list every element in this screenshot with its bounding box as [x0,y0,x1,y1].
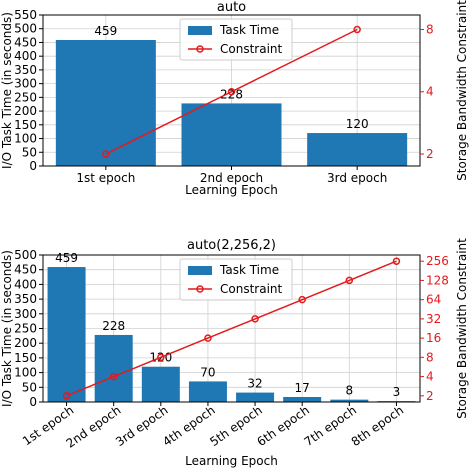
y-tick-label: 150 [14,118,37,132]
y-tick-label: 300 [14,307,37,321]
y2-tick-label: 32 [426,312,441,326]
y2-tick-label: 4 [426,85,434,99]
data-label: 8 [345,384,353,398]
x-tick-label: 1st epoch [76,171,135,185]
x-tick-label: 3rd epoch [327,171,387,185]
constraint-point [353,25,361,34]
y-axis-label: I/O Task Time (in seconds) [0,12,14,169]
y2-tick-label: 2 [426,389,434,403]
constraint-point [62,392,71,400]
x-axis-label: Learning Epoch [185,454,278,468]
y-axis-label: I/O Task Time (in seconds) [0,250,14,407]
constraint-point [204,334,212,342]
y-tick-label: 450 [14,263,37,277]
y-tick-label: 350 [14,292,37,306]
y2-tick-label: 256 [426,254,449,268]
data-label: 3 [393,385,401,399]
y-tick-label: 500 [14,22,37,36]
y2-tick-label: 128 [426,273,449,287]
y-tick-label: 100 [14,366,37,380]
constraint-point [345,276,354,285]
x-tick-label: 5th epoch [207,403,264,449]
y-tick-label: 250 [14,322,37,336]
constraint-point [227,87,236,96]
y-tick-label: 400 [14,277,37,291]
data-label: 32 [247,377,262,391]
constraint-point [392,257,401,265]
bar-2nd-epoch [94,334,133,402]
legend-label-task-time: Task Time [219,263,279,277]
constraint-point [251,315,259,323]
data-label: 459 [94,24,117,38]
bar-3rd-epoch [141,366,180,402]
y2-tick-label: 16 [426,331,441,345]
y2-tick-label: 64 [426,293,441,307]
x-tick-label: 8th epoch [349,403,406,449]
data-label: 459 [55,251,78,265]
chart-title: auto [217,0,246,15]
x-tick-label: 4th epoch [160,403,217,449]
data-label: 70 [200,365,215,379]
constraint-point [102,150,110,158]
y-tick-label: 0 [29,395,37,409]
y-tick-label: 350 [14,63,37,77]
y2-tick-label: 2 [426,147,434,161]
y-tick-label: 300 [14,77,37,91]
x-tick-label: 3rd epoch [113,403,170,449]
bar-5th-epoch [236,392,275,402]
x-tick-label: 2nd epoch [200,171,263,185]
chart-1: 4592281200501001502002503003504004505005… [0,0,469,197]
bar-6th-epoch [283,397,322,402]
constraint-point [157,353,165,362]
legend-marker-constraint [196,285,204,293]
y-tick-label: 450 [14,35,37,49]
data-label: 228 [102,319,125,333]
legend: Task Time Constraint [179,258,293,301]
legend-label-constraint: Constraint [220,282,283,296]
y-tick-label: 400 [14,49,37,63]
constraint-line [105,28,358,155]
y-tick-label: 100 [14,132,37,146]
y-tick-label: 50 [22,380,37,394]
y-tick-label: 50 [22,145,37,159]
x-axis-label: Learning Epoch [185,183,278,197]
bar-2nd-epoch [181,103,282,166]
legend-label-task-time: Task Time [219,23,279,37]
y2-tick-label: 8 [426,350,434,364]
y-tick-label: 150 [14,351,37,365]
x-tick-label: 7th epoch [302,403,359,449]
data-label: 17 [295,381,310,395]
constraint-line [66,260,397,397]
bar-4th-epoch [188,381,227,402]
y2-tick-label: 8 [426,22,434,36]
legend-marker-constraint [196,45,204,53]
y-tick-label: 0 [29,159,37,173]
chart-title: auto(2,256,2) [187,238,276,253]
y-tick-label: 500 [14,248,37,262]
y-tick-label: 250 [14,90,37,104]
legend: Task Time Constraint [179,18,293,61]
constraint-point [298,295,306,304]
legend-swatch-task-time [188,266,212,275]
legend-label-constraint: Constraint [220,42,283,56]
y2-tick-label: 4 [426,370,434,384]
y-tick-label: 200 [14,104,37,118]
y-tick-label: 200 [14,336,37,350]
bar-3rd-epoch [307,133,408,166]
bar-7th-epoch [330,399,369,402]
x-tick-label: 6th epoch [254,403,311,449]
bar-1st-epoch [55,39,156,166]
y2-axis-label: Storage Bandwidth Constraint [455,238,469,419]
y2-axis-label: Storage Bandwidth Constraint [455,0,469,181]
bar-1st-epoch [47,267,86,402]
constraint-point [109,372,118,381]
legend-swatch-task-time [188,26,212,35]
data-label: 120 [346,117,369,131]
y-tick-label: 550 [14,8,37,22]
